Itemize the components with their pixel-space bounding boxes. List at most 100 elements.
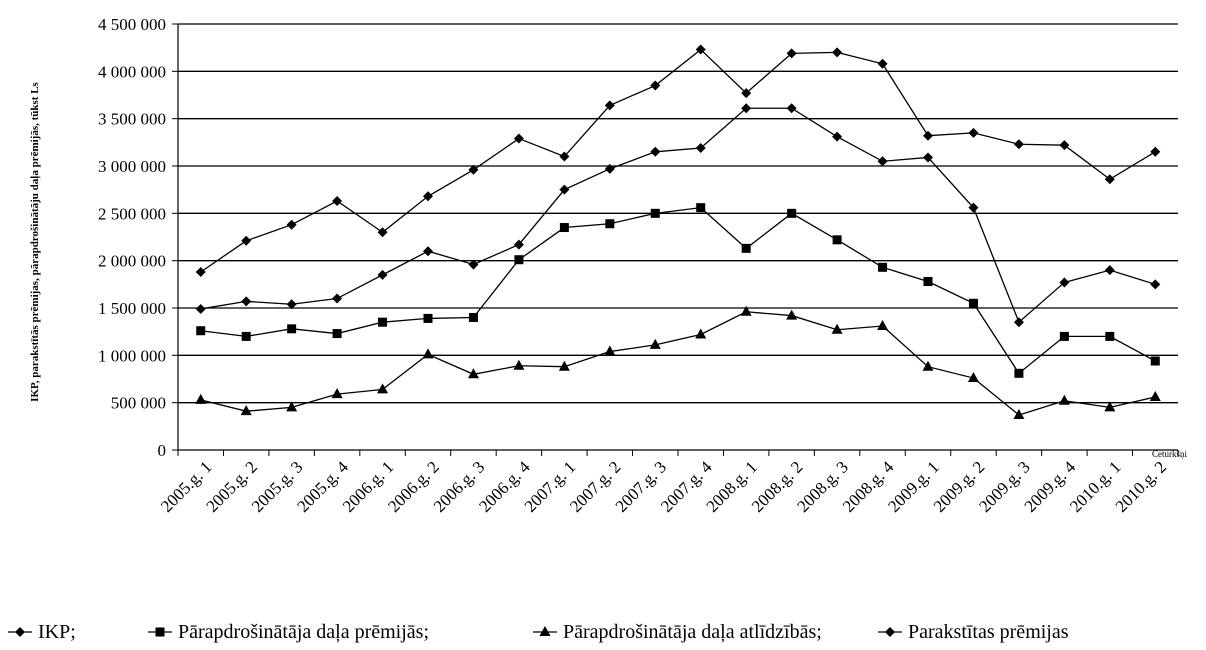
data-point	[1013, 408, 1025, 419]
legend-item: Parakstītas prēmijas	[878, 621, 1069, 643]
data-point	[1013, 317, 1024, 328]
data-point	[558, 360, 570, 371]
data-point	[650, 80, 661, 91]
data-point	[832, 47, 843, 58]
data-point	[559, 184, 570, 195]
data-point	[604, 100, 615, 111]
data-point	[787, 208, 797, 218]
data-point	[1013, 139, 1024, 150]
data-point	[1104, 401, 1116, 412]
data-point	[240, 405, 252, 416]
data-point	[923, 152, 933, 163]
data-point	[559, 151, 570, 162]
series-group	[195, 44, 1161, 419]
legend: IKP; Pārapdrošinātāja daļa prēmijās; Pārap…	[8, 621, 1069, 643]
y-tick-label: 4 500 000	[98, 15, 166, 34]
data-point	[286, 401, 298, 412]
axes	[177, 24, 1178, 451]
series-line	[200, 107, 1156, 324]
data-point	[650, 146, 661, 157]
data-point	[514, 255, 524, 265]
legend-label: Parakstītas prēmijas	[908, 621, 1069, 643]
y-tick-label: 2 000 000	[98, 252, 166, 271]
data-point	[968, 202, 979, 213]
data-point	[695, 328, 707, 339]
gridlines	[178, 23, 1178, 404]
data-point	[1104, 265, 1115, 276]
data-point	[241, 235, 252, 246]
y-axis-label: IKP, parakstītās prēmijas, pārapdrošināt…	[29, 81, 41, 401]
data-point	[286, 219, 297, 230]
legend-marker	[539, 626, 551, 636]
data-point	[1149, 390, 1161, 401]
data-point	[695, 143, 706, 154]
legend-label: Pārapdrošinātāja daļa atlīdzībās;	[563, 621, 822, 643]
data-point	[378, 317, 388, 327]
data-point	[1105, 331, 1115, 341]
data-point	[195, 267, 206, 278]
legend-item: IKP;	[8, 621, 76, 643]
data-point	[1059, 140, 1070, 151]
data-point	[468, 164, 479, 175]
legend-item: Pārapdrošinātāja daļa prēmijās;	[148, 621, 429, 643]
data-point	[878, 262, 888, 272]
data-point	[195, 303, 206, 314]
data-point	[513, 133, 524, 144]
y-tick-label: 2 500 000	[98, 204, 166, 223]
data-point	[513, 239, 524, 250]
data-point	[832, 131, 843, 142]
y-tick-label: 500 000	[111, 394, 166, 413]
series	[195, 44, 1161, 278]
data-point	[786, 48, 797, 59]
data-point	[1059, 277, 1070, 288]
data-point	[604, 345, 616, 356]
data-point	[922, 360, 934, 371]
data-point	[1104, 174, 1115, 185]
data-point	[831, 323, 843, 334]
data-point	[695, 44, 706, 55]
series	[196, 203, 1160, 378]
y-tick-label: 3 500 000	[98, 110, 166, 129]
y-tick-label: 4 000 000	[98, 62, 166, 81]
data-point	[468, 259, 479, 270]
y-tick-label: 0	[158, 441, 167, 460]
series	[195, 305, 1161, 419]
data-point	[377, 269, 388, 280]
y-axis-ticks: 0 500 000 1 000 000 1 500 000 2 000 000 2 500…	[98, 15, 178, 460]
data-point	[832, 235, 842, 245]
data-point	[468, 312, 478, 322]
data-point	[1058, 394, 1070, 405]
data-point	[1150, 146, 1161, 157]
y-tick-label: 1 000 000	[98, 346, 166, 365]
legend-item: Pārapdrošinātāja daļa atlīdzībās;	[533, 621, 822, 643]
data-point	[968, 127, 979, 138]
data-point	[604, 163, 615, 174]
data-point	[332, 329, 342, 339]
data-point	[741, 103, 752, 114]
data-point	[377, 227, 388, 238]
legend-marker	[155, 627, 165, 637]
data-point	[513, 359, 525, 370]
data-point	[740, 305, 752, 316]
series	[195, 103, 1161, 328]
data-point	[1014, 368, 1024, 378]
data-point	[195, 393, 207, 404]
data-point	[422, 348, 434, 359]
series-line	[200, 48, 1156, 273]
y-tick-label: 3 000 000	[98, 157, 166, 176]
data-point	[786, 103, 797, 114]
legend-marker	[885, 627, 895, 637]
data-point	[741, 88, 752, 99]
data-point	[332, 196, 343, 207]
data-point	[923, 276, 933, 286]
legend-label: Pārapdrošinātāja daļa prēmijās;	[178, 621, 429, 643]
data-point	[286, 299, 297, 310]
data-point	[696, 203, 706, 213]
data-point	[241, 331, 251, 341]
data-point	[287, 324, 297, 334]
data-point	[923, 130, 933, 141]
data-point	[423, 313, 433, 323]
data-point	[331, 388, 343, 399]
